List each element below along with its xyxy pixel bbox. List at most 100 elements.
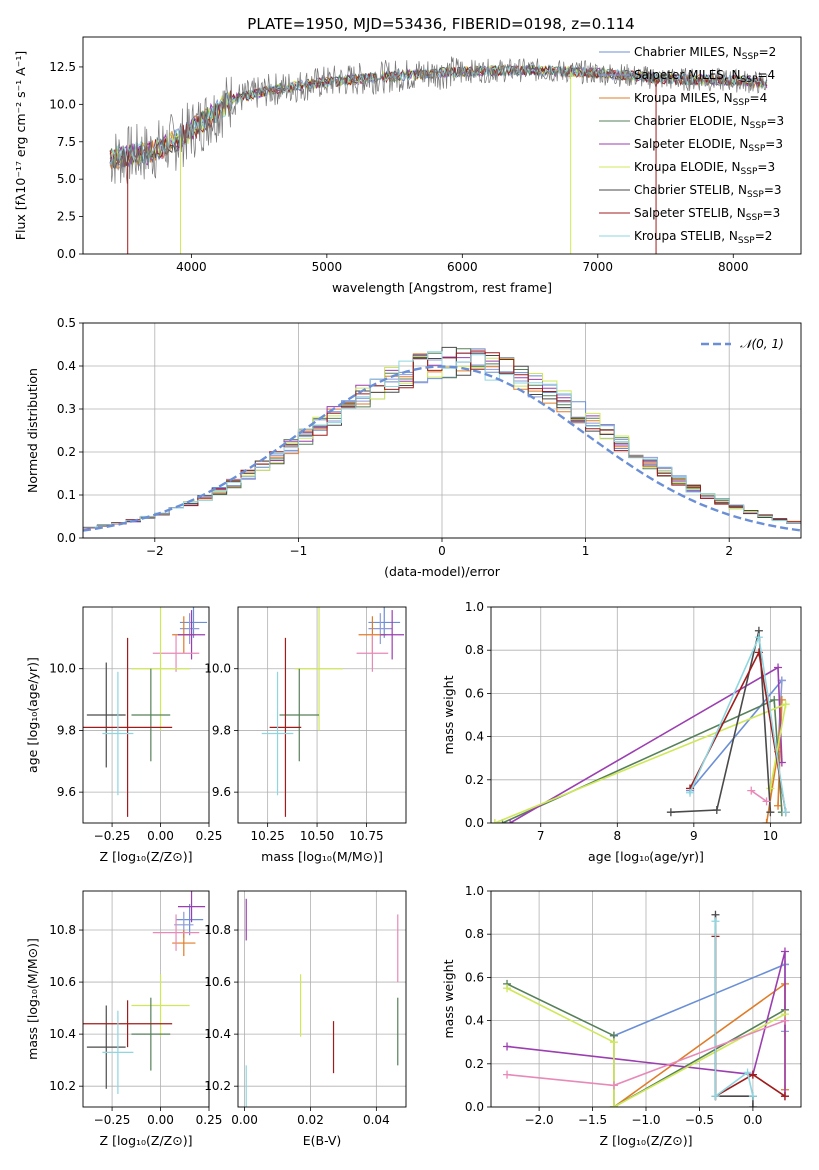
x-tick-label: −1.5 <box>578 1113 607 1127</box>
y-tick-label: 12.5 <box>49 60 76 74</box>
y-tick-label: 9.8 <box>212 723 231 737</box>
y-tick-label: 10.6 <box>49 975 76 989</box>
legend-entry: Salpeter MILES, NSSP=4 <box>634 68 775 85</box>
model-spectrum-line <box>109 64 768 166</box>
residual-histogram-panel: −2 −1 0 1 2 0.0 0.1 0.2 0.3 0.4 0.5 (data-model)/er… <box>25 316 802 579</box>
mass-weight-marker <box>711 1092 720 1101</box>
mass-weight-marker <box>780 1016 789 1025</box>
mass-weight-marker <box>506 819 515 823</box>
y-tick-label: 10.4 <box>49 1027 76 1041</box>
mass-weight-marker <box>686 788 695 797</box>
x-tick-label: 8000 <box>718 260 749 274</box>
x-tick-label: 0.00 <box>147 829 174 843</box>
plot-marks <box>261 607 405 817</box>
y-tick-label: 9.6 <box>212 785 231 799</box>
x-tick-label: 0.25 <box>196 829 223 843</box>
age-vs-mass-panel: 10.25 10.50 10.75 9.6 9.8 10.0 mass [log₁₀(M/M… <box>204 606 407 864</box>
spectrum-panel: 4000 5000 6000 7000 8000 0.0 2.5 5.0 7.5 10.0 12.5… <box>13 36 802 295</box>
legend: Chabrier MILES, NSSP=2 Salpeter MILES, NS… <box>599 45 784 246</box>
mass-vs-extinction-panel: 0.00 0.02 0.04 10.2 10.4 10.6 10.8 E(B-V) <box>204 890 407 1148</box>
axes-frame <box>237 890 407 1108</box>
axes-frame <box>490 890 802 1108</box>
mass-weight-marker <box>748 1103 757 1107</box>
x-axis-label: (data-model)/error <box>384 564 501 579</box>
mass-weight-marker <box>766 808 775 817</box>
grid <box>238 891 406 1107</box>
legend-entry: Kroupa STELIB, NSSP=2 <box>634 229 772 246</box>
y-tick-label: 10.2 <box>204 1079 231 1093</box>
x-tick-label: 1 <box>582 544 590 558</box>
axes-frame <box>82 890 210 1108</box>
legend-entry: Salpeter STELIB, NSSP=3 <box>634 206 780 223</box>
x-tick-label: 5000 <box>312 260 343 274</box>
x-axis-label: age [log₁₀(age/yr)] <box>588 849 704 864</box>
y-axis-label: age [log₁₀(age/yr)] <box>25 657 40 773</box>
y-tick-label: 0.0 <box>465 816 484 830</box>
plot-area <box>491 607 801 823</box>
mass-weight-marker <box>762 797 771 806</box>
plot-marks <box>83 607 208 817</box>
plot-marks <box>245 898 399 1107</box>
x-tick-label: 7 <box>537 829 545 843</box>
axes-frame <box>82 322 802 539</box>
mass-weight-marker <box>748 1092 757 1101</box>
y-tick-label: 0.6 <box>465 686 484 700</box>
y-tick-label: 10.8 <box>204 923 231 937</box>
mass-weight-marker <box>781 700 790 709</box>
axes-frame <box>82 36 802 255</box>
y-tick-label: 0.3 <box>57 402 76 416</box>
mass-weight-marker <box>711 917 720 926</box>
mass-weight-marker <box>780 947 789 956</box>
x-tick-label: −0.5 <box>685 1113 714 1127</box>
y-tick-label: 10.4 <box>204 1027 231 1041</box>
x-axis-label: wavelength [Angstrom, rest frame] <box>332 280 552 295</box>
y-tick-label: 0.2 <box>57 445 76 459</box>
legend-entry: Salpeter ELODIE, NSSP=3 <box>634 137 783 154</box>
x-tick-label: 0.04 <box>363 1113 390 1127</box>
plot-area <box>238 607 406 823</box>
y-axis-label: Normed distribution <box>25 368 40 493</box>
axes-frame <box>82 606 210 824</box>
x-tick-label: 6000 <box>447 260 478 274</box>
mass-weight-marker <box>780 1092 789 1101</box>
mass-weight-line <box>613 963 786 1037</box>
mass-weight-marker <box>777 758 786 767</box>
mass-weight-marker <box>609 1103 618 1107</box>
x-tick-label: −1 <box>290 544 308 558</box>
y-tick-label: 10.8 <box>49 923 76 937</box>
y-tick-label: 0.0 <box>57 247 76 261</box>
y-tick-label: 0.4 <box>465 730 484 744</box>
x-axis-label: E(B-V) <box>303 1133 342 1148</box>
y-axis-label: mass weight <box>441 959 456 1038</box>
mass-weight-marker <box>503 1042 512 1051</box>
x-tick-label: 4000 <box>176 260 207 274</box>
data-spectrum-line <box>109 56 768 184</box>
mass-weight-marker <box>609 1081 618 1090</box>
y-tick-label: 0.4 <box>57 359 76 373</box>
x-tick-label: −0.25 <box>94 829 131 843</box>
legend-entry: 𝒩(0, 1) <box>740 337 784 351</box>
x-tick-label: 7000 <box>583 260 614 274</box>
y-tick-label: 10.0 <box>204 662 231 676</box>
axes-frame <box>237 606 407 824</box>
x-tick-label: 9 <box>690 829 698 843</box>
y-tick-label: 10.0 <box>49 97 76 111</box>
legend: 𝒩(0, 1) <box>701 337 784 351</box>
y-tick-label: 9.8 <box>57 723 76 737</box>
mass-weight-line <box>670 630 772 813</box>
y-tick-label: 1.0 <box>465 600 484 614</box>
x-tick-label: 0.00 <box>231 1113 258 1127</box>
figure-title: PLATE=1950, MJD=53436, FIBERID=0198, z=0… <box>247 15 634 33</box>
plot-marks <box>109 56 768 254</box>
mass-weight-marker <box>762 819 771 823</box>
x-tick-label: −2.0 <box>525 1113 554 1127</box>
legend-entry: Chabrier MILES, NSSP=2 <box>634 45 776 62</box>
x-axis-label: Z [log₁₀(Z/Z⊙)] <box>100 849 193 864</box>
y-axis-label: Flux [fλ10⁻¹⁷ erg cm⁻² s⁻¹ A⁻¹] <box>13 51 28 240</box>
x-tick-label: 10.25 <box>250 829 284 843</box>
mass-weight-marker <box>609 1038 618 1047</box>
plot-area <box>83 891 209 1107</box>
gaussian-curve <box>83 365 801 532</box>
y-tick-label: 0.6 <box>465 970 484 984</box>
